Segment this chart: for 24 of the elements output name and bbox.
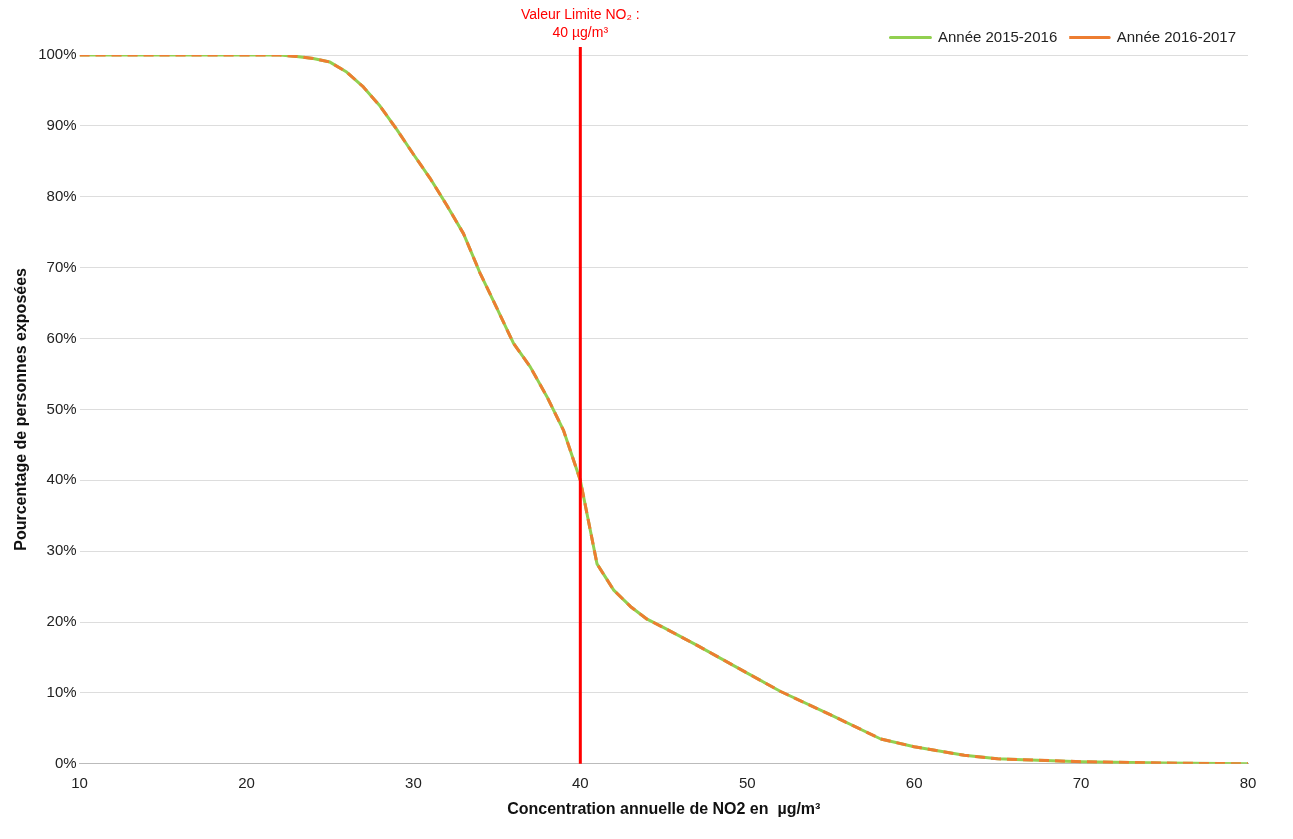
x-tick-label: 60 (905, 773, 923, 791)
x-tick-label: 70 (1072, 773, 1090, 791)
x-tick-label: 30 (405, 773, 422, 791)
x-tick-label: 20 (238, 773, 255, 791)
y-tick-label: 30% (46, 541, 77, 559)
y-tick-label: 80% (46, 186, 77, 204)
x-axis-title: Concentration annuelle de NO2 en µg/m³ (507, 799, 821, 817)
y-tick-label: 100% (38, 45, 77, 63)
y-tick-label: 50% (46, 399, 77, 417)
y-tick-label: 40% (46, 470, 77, 488)
y-tick-label: 10% (46, 683, 77, 701)
x-tick-label: 40 (571, 773, 589, 791)
y-tick-label: 20% (46, 612, 77, 630)
ref-line-label: Valeur Limite NO₂ : 40 µg/m³ (520, 5, 640, 40)
y-tick-label: 0% (54, 753, 77, 771)
x-tick-label: 80 (1239, 773, 1257, 791)
legend-label: Année 2015-2016 (937, 27, 1058, 45)
y-tick-label: 70% (46, 257, 77, 275)
y-tick-label: 60% (46, 328, 77, 346)
x-tick-label: 50 (738, 773, 756, 791)
x-tick-label: 10 (71, 773, 88, 791)
y-tick-label: 90% (46, 116, 77, 134)
y-axis-title: Pourcentage de personnes exposées (12, 267, 30, 551)
legend-label: Année 2016-2017 (1116, 27, 1237, 45)
